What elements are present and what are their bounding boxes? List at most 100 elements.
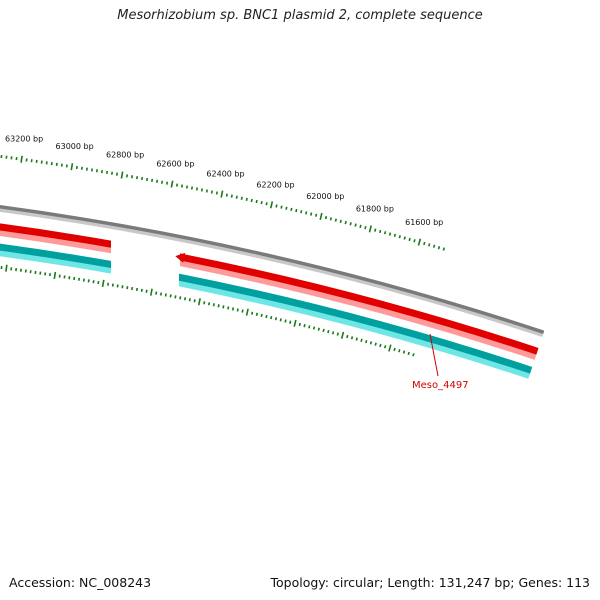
outer-tick-major <box>417 238 422 246</box>
reverse-gene-meso-4497[interactable] <box>0 220 533 379</box>
inner-tick-minor <box>111 283 114 287</box>
outer-tick-major <box>120 171 124 179</box>
outer-tick-major <box>20 155 23 163</box>
outer-tick-minor <box>374 228 377 232</box>
inner-tick-minor <box>265 314 268 319</box>
inner-tick-minor <box>379 343 382 348</box>
inner-tick-minor <box>231 307 235 311</box>
inner-tick-minor <box>331 331 335 335</box>
outer-tick-minor <box>190 186 194 190</box>
inner-tick-minor <box>241 309 244 313</box>
outer-tick-major <box>70 163 74 171</box>
outer-tick-minor <box>200 188 204 192</box>
inner-tick-minor <box>350 336 354 340</box>
outer-tick-major <box>170 180 174 188</box>
outer-tick-minor <box>185 185 189 189</box>
inner-tick-minor <box>188 298 191 302</box>
inner-tick-minor <box>312 326 316 330</box>
outer-tick-minor <box>344 220 347 225</box>
inner-tick-minor <box>121 285 124 289</box>
inner-tick-minor <box>322 328 325 333</box>
outer-tick-minor <box>334 218 337 222</box>
outer-tick-minor <box>285 206 288 210</box>
tick-label: 63000 bp <box>56 142 94 151</box>
inner-tick-minor <box>87 279 90 283</box>
inner-tick-minor <box>222 305 225 309</box>
outer-tick-minor <box>305 211 308 215</box>
tick-label: 62600 bp <box>156 159 194 168</box>
outer-tick-minor <box>250 198 253 203</box>
outer-tick-minor <box>205 189 209 193</box>
outer-tick-minor <box>255 199 258 204</box>
inner-tick-minor <box>279 318 282 322</box>
outer-tick-major <box>368 225 372 233</box>
outer-tick-minor <box>145 177 149 182</box>
inner-tick-minor <box>164 293 167 297</box>
tick-label: 62200 bp <box>256 180 294 189</box>
outer-tick-minor <box>437 245 441 250</box>
outer-tick-minor <box>364 225 367 230</box>
inner-tick-minor <box>402 350 406 354</box>
inner-tick-minor <box>169 294 172 298</box>
tick-labels: 61600 bp 61800 bp 62000 bp 62200 bp 62400 bp… <box>5 134 443 226</box>
inner-tick-minor <box>369 341 373 345</box>
inner-tick-minor <box>365 339 368 344</box>
inner-tick-minor <box>155 291 158 295</box>
outer-tick-minor <box>388 232 392 236</box>
inner-tick-minor <box>217 304 220 308</box>
inner-tick-minor <box>203 301 206 305</box>
inner-tick-major <box>5 264 8 272</box>
inner-tick-minor <box>255 312 258 316</box>
outer-tick-minor <box>290 207 293 212</box>
backbone-highlight <box>0 205 545 338</box>
inner-tick-minor <box>412 353 415 357</box>
inner-tick-minor <box>92 280 95 284</box>
inner-tick-minor <box>274 317 278 321</box>
outer-tick-minor <box>324 216 328 220</box>
backbone-line <box>0 205 545 334</box>
inner-tick-minor <box>126 286 129 290</box>
outer-tick-minor <box>130 175 134 179</box>
inner-tick-major <box>388 344 392 352</box>
outer-tick-minor <box>275 204 278 208</box>
inner-tick-minor <box>393 347 396 352</box>
outer-tick-minor <box>339 219 342 223</box>
inner-tick-minor <box>270 315 273 320</box>
outer-tick-minor <box>125 174 129 178</box>
outer-tick-minor <box>413 239 416 243</box>
outer-tick-minor <box>230 194 233 198</box>
outer-tick-minor <box>240 196 243 200</box>
outer-tick-minor <box>180 184 184 188</box>
outer-tick-major <box>319 212 323 221</box>
forward-gene-right[interactable] <box>0 200 539 360</box>
gene-label-meso-4497: Meso_4497 <box>412 380 469 391</box>
outer-tick-minor <box>235 195 238 199</box>
outer-tick-minor <box>135 176 139 180</box>
inner-tick-minor <box>398 349 401 353</box>
outer-tick-minor <box>329 217 333 221</box>
inner-tick-dots <box>0 264 415 357</box>
inner-tick-minor <box>374 342 377 346</box>
outer-tick-dots <box>0 154 446 251</box>
outer-tick-minor <box>295 208 298 213</box>
outer-tick-minor <box>310 212 313 216</box>
outer-tick-minor <box>150 178 154 182</box>
outer-tick-minor <box>354 223 357 227</box>
outer-tick-minor <box>408 237 411 242</box>
inner-tick-minor <box>284 319 287 323</box>
inner-tick-minor <box>383 345 387 349</box>
inner-tick-minor <box>131 286 134 291</box>
inner-tick-minor <box>360 338 363 342</box>
inner-tick-minor <box>193 299 196 303</box>
inner-tick-minor <box>135 287 139 292</box>
outer-tick-major <box>220 190 224 198</box>
outer-tick-minor <box>245 197 248 201</box>
tick-label: 62000 bp <box>306 192 344 201</box>
inner-tick-minor <box>174 295 177 299</box>
inner-tick-minor <box>106 282 110 286</box>
outer-tick-minor <box>140 176 144 181</box>
inner-tick-minor <box>145 289 148 293</box>
tick-label: 62400 bp <box>206 169 244 178</box>
outer-tick-minor <box>379 229 382 234</box>
outer-tick-minor <box>260 200 263 205</box>
